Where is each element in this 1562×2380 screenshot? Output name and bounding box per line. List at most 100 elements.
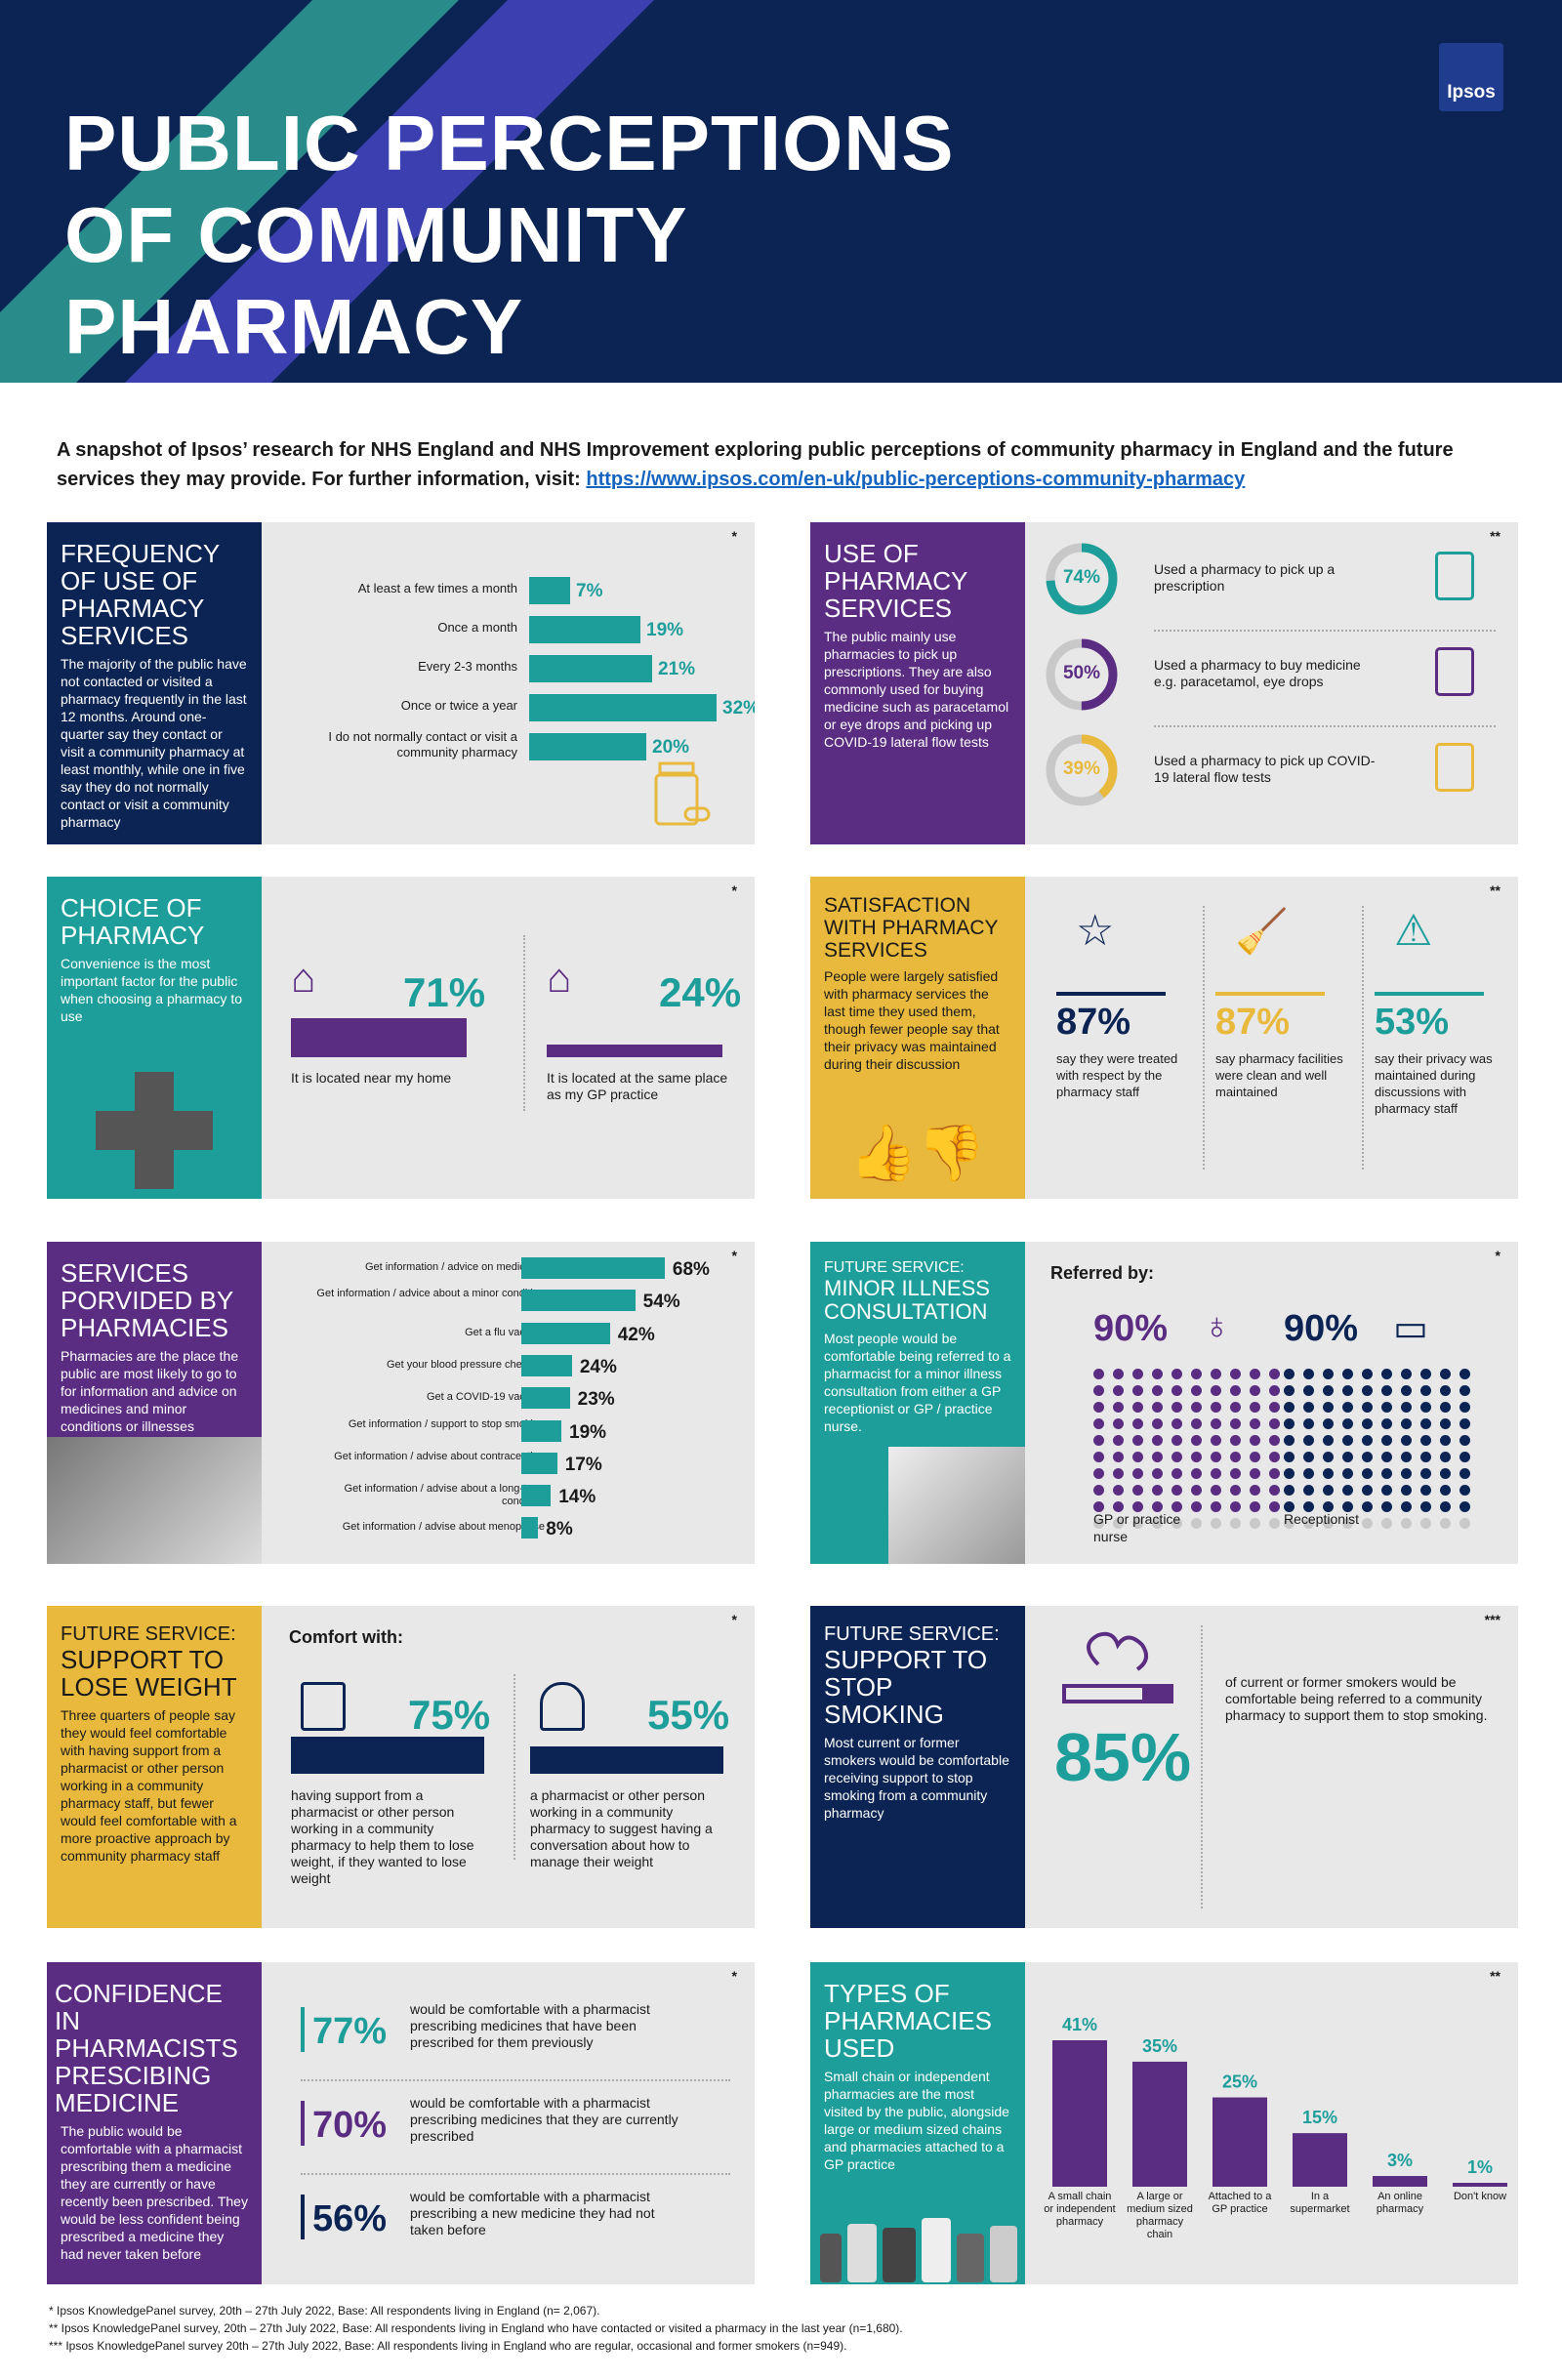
weight-sidebar: FUTURE SERVICE: SUPPORT TO LOSE WEIGHT T… bbox=[47, 1606, 262, 1928]
types-sidebar: TYPES OF PHARMACIES USED Small chain or … bbox=[810, 1962, 1025, 2284]
dot bbox=[1303, 1435, 1314, 1446]
bar-label: Get information / advice on medicines bbox=[364, 1261, 545, 1273]
panel-title: USE OF PHARMACY SERVICES bbox=[824, 539, 967, 623]
dot bbox=[1152, 1452, 1163, 1462]
dot bbox=[1132, 1369, 1143, 1379]
dot bbox=[1093, 1501, 1104, 1512]
dot bbox=[1211, 1435, 1221, 1446]
dot bbox=[1381, 1518, 1392, 1529]
types-value: 15% bbox=[1302, 2108, 1337, 2127]
bar-value: 19% bbox=[646, 620, 684, 640]
dot bbox=[1113, 1385, 1124, 1396]
dot bbox=[1323, 1468, 1334, 1479]
bar-label: Get information / advice about a minor c… bbox=[316, 1288, 545, 1300]
frequency-sidebar: FREQUENCY OF USE OF PHARMACY SERVICES Th… bbox=[47, 522, 262, 844]
footnote-marker: ** bbox=[1490, 882, 1500, 898]
types-category: In a supermarket bbox=[1290, 2191, 1349, 2215]
dot bbox=[1303, 1485, 1314, 1496]
dot bbox=[1440, 1501, 1451, 1512]
satisfaction-label: say pharmacy facilities were clean and w… bbox=[1215, 1051, 1343, 1099]
ipsos-logo: Ipsos bbox=[1439, 43, 1503, 111]
dot bbox=[1093, 1518, 1104, 1529]
services-bar bbox=[521, 1485, 552, 1507]
dot bbox=[1093, 1435, 1104, 1446]
dot bbox=[1230, 1518, 1241, 1529]
dot bbox=[1211, 1485, 1221, 1496]
dot bbox=[1342, 1369, 1353, 1379]
bar-value: 7% bbox=[576, 581, 603, 601]
panel-kicker: FUTURE SERVICE: bbox=[824, 1623, 1000, 1645]
dot bbox=[1250, 1485, 1260, 1496]
types-category: A large or medium sized pharmacy chain bbox=[1127, 2191, 1193, 2240]
footnote-1: * Ipsos KnowledgePanel survey, 20th – 27… bbox=[49, 2304, 600, 2318]
dot bbox=[1113, 1501, 1124, 1512]
dot bbox=[1093, 1485, 1104, 1496]
dot bbox=[1342, 1435, 1353, 1446]
types-value: 3% bbox=[1387, 2151, 1413, 2170]
dot bbox=[1152, 1435, 1163, 1446]
footnote-marker: ** bbox=[1490, 528, 1500, 544]
dot bbox=[1323, 1452, 1334, 1462]
bar-value: 20% bbox=[652, 737, 690, 758]
dot bbox=[1172, 1485, 1182, 1496]
dot bbox=[1401, 1518, 1412, 1529]
use-panel: USE OF PHARMACY SERVICES The public main… bbox=[810, 522, 1518, 844]
dot bbox=[1459, 1468, 1470, 1479]
source-link[interactable]: https://www.ipsos.com/en-uk/public-perce… bbox=[586, 469, 1246, 490]
dot bbox=[1362, 1369, 1373, 1379]
dot bbox=[1230, 1369, 1241, 1379]
panel-kicker: FUTURE SERVICE: bbox=[824, 1259, 965, 1276]
dot bbox=[1191, 1468, 1202, 1479]
dot bbox=[1401, 1385, 1412, 1396]
dot bbox=[1323, 1369, 1334, 1379]
bar-label: Get information / support to stop smokin… bbox=[348, 1417, 545, 1430]
dot bbox=[1440, 1418, 1451, 1429]
frequency-bar bbox=[529, 655, 652, 682]
dot bbox=[1132, 1501, 1143, 1512]
panel-title: SUPPORT TO STOP SMOKING bbox=[824, 1645, 988, 1729]
dot bbox=[1113, 1468, 1124, 1479]
dot bbox=[1269, 1435, 1280, 1446]
types-bar bbox=[1132, 2061, 1187, 2187]
bar-value: 17% bbox=[564, 1454, 602, 1475]
dot bbox=[1172, 1369, 1182, 1379]
choice-percent: 24% bbox=[659, 969, 742, 1015]
dot bbox=[1250, 1418, 1260, 1429]
divider bbox=[301, 2173, 730, 2175]
choice-panel: CHOICE OF PHARMACY Convenience is the mo… bbox=[47, 877, 755, 1199]
dot bbox=[1303, 1418, 1314, 1429]
services-bar bbox=[521, 1452, 557, 1474]
satisfaction-panel: SATISFACTION WITH PHARMACY SERVICES Peop… bbox=[810, 877, 1518, 1199]
dot bbox=[1132, 1485, 1143, 1496]
dot bbox=[1381, 1501, 1392, 1512]
divider bbox=[514, 1674, 515, 1860]
dot bbox=[1250, 1518, 1260, 1529]
footnote-3: *** Ipsos KnowledgePanel survey 20th – 2… bbox=[49, 2339, 847, 2353]
dot bbox=[1191, 1369, 1202, 1379]
dot bbox=[1113, 1518, 1124, 1529]
satisfaction-label: say they were treated with respect by th… bbox=[1056, 1051, 1178, 1099]
smoking-label: of current or former smokers would be co… bbox=[1225, 1674, 1488, 1723]
frequency-panel: FREQUENCY OF USE OF PHARMACY SERVICES Th… bbox=[47, 522, 755, 844]
dot bbox=[1172, 1402, 1182, 1413]
dot bbox=[1132, 1518, 1143, 1529]
bar-value: 32% bbox=[722, 698, 755, 718]
divider bbox=[1201, 1625, 1203, 1908]
bar-label: I do not normally contact or visit a com… bbox=[328, 729, 517, 759]
smoking-sidebar: FUTURE SERVICE: SUPPORT TO STOP SMOKING … bbox=[810, 1606, 1025, 1928]
header-banner: PUBLIC PERCEPTIONS OF COMMUNITY PHARMACY I… bbox=[0, 0, 1562, 383]
dot bbox=[1459, 1435, 1470, 1446]
dot bbox=[1323, 1418, 1334, 1429]
weight-percent: 75% bbox=[408, 1692, 491, 1738]
frequency-bar bbox=[529, 616, 640, 643]
types-category: An online pharmacy bbox=[1377, 2191, 1423, 2215]
dot bbox=[1381, 1418, 1392, 1429]
dot bbox=[1303, 1385, 1314, 1396]
frequency-bar bbox=[529, 733, 646, 760]
dot bbox=[1381, 1435, 1392, 1446]
dot bbox=[1323, 1402, 1334, 1413]
satisfaction-icon: ☆ bbox=[1076, 907, 1115, 955]
dot bbox=[1459, 1369, 1470, 1379]
dot bbox=[1211, 1369, 1221, 1379]
dot bbox=[1113, 1452, 1124, 1462]
